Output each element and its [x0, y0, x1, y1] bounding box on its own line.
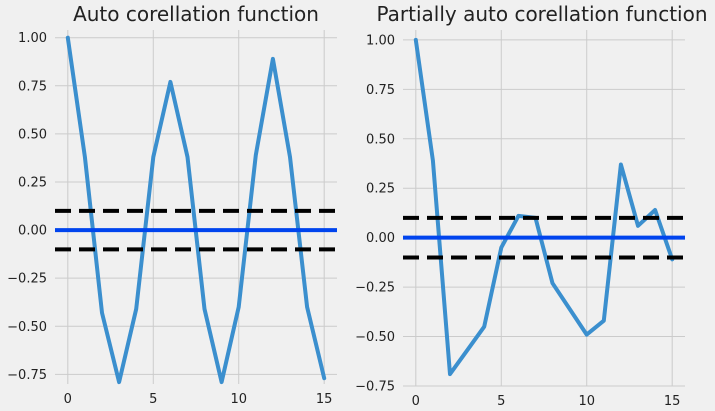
pacf-ytick-label: 1.00 [366, 33, 395, 48]
acf-ytick-label: −0.50 [7, 320, 47, 335]
acf-xtick-label: 5 [149, 392, 157, 407]
acf-series-line [65, 35, 327, 385]
acf-ytick-label: 0.00 [18, 224, 47, 239]
pacf-ytick-label: −0.50 [355, 330, 395, 345]
pacf-ytick-label: 0.75 [366, 83, 395, 98]
acf-ytick-label: 1.00 [18, 31, 47, 46]
acf-ytick-label: −0.25 [7, 272, 47, 287]
acf-ytick-label: −0.75 [7, 368, 47, 383]
pacf-ytick-label: 0.00 [366, 231, 395, 246]
pacf-xtick-label: 5 [497, 394, 505, 409]
acf-xtick-label: 0 [64, 392, 72, 407]
acf-ytick-label: 0.25 [18, 175, 47, 190]
acf-chart: Auto corellation function −0.75 −0.50 −0.2… [7, 2, 337, 407]
pacf-ytick-label: −0.25 [355, 281, 395, 296]
acf-xtick-label: 15 [316, 392, 333, 407]
pacf-title: Partially auto corellation function [376, 2, 707, 26]
acf-xtick-label: 10 [230, 392, 247, 407]
acf-ytick-label: 0.50 [18, 127, 47, 142]
acf-title: Auto corellation function [73, 2, 319, 26]
acf-ytick-label: 0.75 [18, 79, 47, 94]
pacf-ytick-label: 0.25 [366, 182, 395, 197]
pacf-ytick-label: −0.75 [355, 380, 395, 395]
pacf-xtick-label: 15 [664, 394, 681, 409]
pacf-xtick-label: 10 [578, 394, 595, 409]
pacf-series-line [413, 37, 675, 377]
pacf-ytick-label: 0.50 [366, 132, 395, 147]
pacf-xtick-label: 0 [412, 394, 420, 409]
pacf-chart: Partially auto corellation function −0.7… [355, 2, 707, 409]
